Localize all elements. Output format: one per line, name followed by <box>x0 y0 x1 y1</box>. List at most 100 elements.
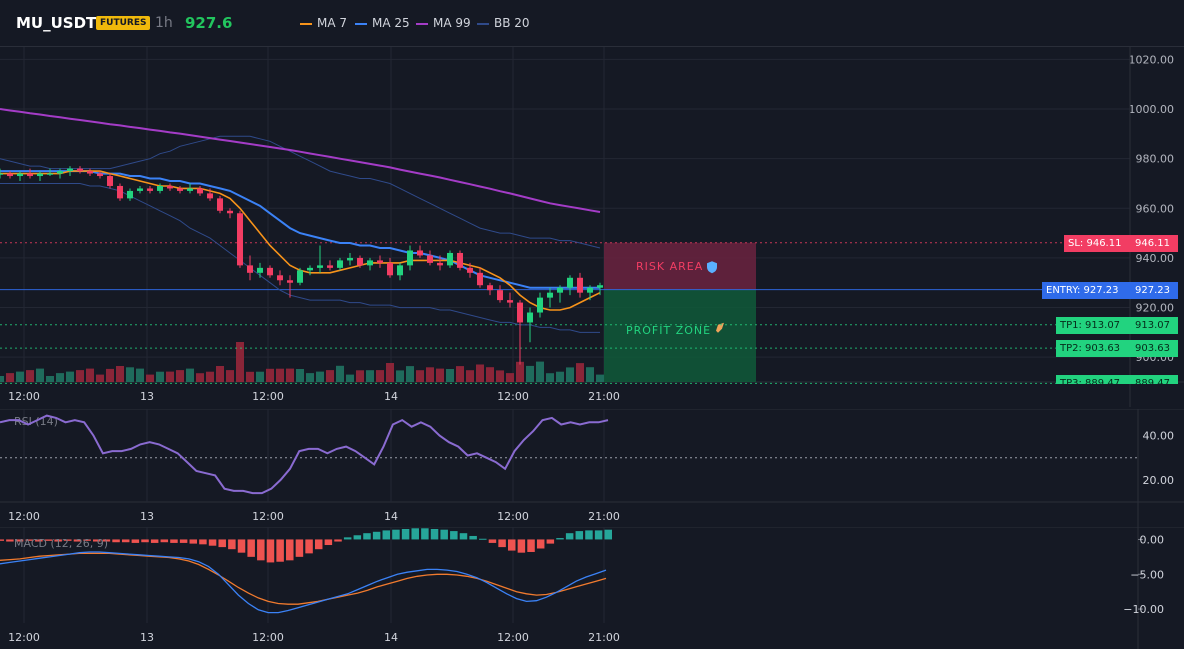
time-label: 14 <box>384 510 398 523</box>
candle-body <box>337 260 343 268</box>
candle-body <box>117 185 123 199</box>
volume-bar <box>466 370 474 382</box>
candle-body <box>197 188 203 194</box>
level-tag-label[interactable]: TP3: 889.47 <box>1056 375 1134 385</box>
candle-body <box>297 270 303 283</box>
volume-bar <box>506 373 514 382</box>
macd-histogram-bar <box>450 531 458 540</box>
macd-title: MACD (12, 26, 9) <box>14 537 108 550</box>
time-label: 21:00 <box>588 510 620 523</box>
volume-bar <box>146 374 154 382</box>
volume-bar <box>6 373 14 382</box>
candle-body <box>127 190 133 199</box>
level-tag-value: 913.07 <box>1131 316 1178 334</box>
macd-histogram-bar <box>314 539 323 550</box>
volume-bar <box>156 371 164 382</box>
macd-histogram-bar <box>121 539 130 543</box>
macd-histogram-bar <box>556 538 564 540</box>
candle-body <box>427 255 433 263</box>
level-tag-label[interactable]: ENTRY: 927.23 <box>1042 281 1134 299</box>
macd-histogram-bar <box>536 539 545 549</box>
macd-histogram-bar <box>440 529 448 540</box>
macd-tick-label: −5.00 <box>1130 568 1164 581</box>
candle-body <box>137 188 143 191</box>
legend-ma25[interactable]: MA 25 <box>355 16 410 30</box>
level-tag-label[interactable]: TP1: 913.07 <box>1056 316 1134 334</box>
volume-bar <box>426 367 434 382</box>
symbol-title[interactable]: MU_USDT <box>16 14 97 32</box>
candle-body <box>477 272 483 286</box>
macd-histogram-bar <box>179 539 188 543</box>
legend-bb20[interactable]: BB 20 <box>477 16 530 30</box>
macd-histogram-bar <box>25 539 33 541</box>
macd-histogram-bar <box>594 530 603 540</box>
volume-bar <box>166 371 174 382</box>
level-tag-value: 927.23 <box>1131 281 1178 299</box>
level-tag-label[interactable]: TP2: 903.63 <box>1056 340 1134 358</box>
volume-bar <box>0 376 4 382</box>
level-tag-label[interactable]: SL: 946.11 <box>1064 234 1134 252</box>
candle-body <box>67 168 73 172</box>
legend-bb20-label: BB 20 <box>494 16 530 30</box>
legend-ma99[interactable]: MA 99 <box>416 16 471 30</box>
candle-body <box>77 168 83 172</box>
volume-bar <box>316 371 324 382</box>
shield-icon <box>707 261 717 274</box>
y-tick-label: 980.00 <box>1136 153 1175 166</box>
candle-body <box>167 185 173 189</box>
candle-body <box>437 262 443 266</box>
rsi-tick-label: 40.00 <box>1143 430 1175 443</box>
macd-histogram-bar <box>334 539 342 542</box>
candle-body <box>257 267 263 273</box>
timeframe-label[interactable]: 1h <box>155 15 173 31</box>
candle-body <box>577 277 583 293</box>
volume-bar <box>56 373 64 382</box>
volume-bar <box>276 368 284 382</box>
volume-bar <box>76 370 84 382</box>
macd-histogram-bar <box>498 539 506 548</box>
candle-body <box>247 265 253 273</box>
macd-histogram-bar <box>276 539 284 562</box>
volume-bar <box>406 366 414 382</box>
price-chart[interactable]: 1020.00 1000.00 980.00 960.00 940.00 920.00 90… <box>0 47 1184 407</box>
volume-bar <box>536 361 544 382</box>
candle-body <box>47 173 53 175</box>
volume-bar <box>516 361 524 382</box>
candle-body <box>497 290 503 301</box>
candle-body <box>107 176 113 186</box>
risk-zone-label: RISK AREA <box>636 260 703 273</box>
level-tag-value: 903.63 <box>1131 340 1178 358</box>
macd-histogram-bar <box>266 539 275 563</box>
time-label: 12:00 <box>252 390 284 403</box>
legend-ma7[interactable]: MA 7 <box>300 16 347 30</box>
volume-bar <box>376 370 384 382</box>
volume-bar <box>386 363 394 382</box>
volume-bar <box>496 370 504 382</box>
volume-bar <box>66 371 74 382</box>
y-tick-label: 920.00 <box>1136 302 1175 315</box>
volume-bar <box>46 376 54 382</box>
macd-signal-line <box>0 552 607 605</box>
macd-histogram-bar <box>189 539 198 544</box>
macd-histogram-bar <box>208 539 217 546</box>
volume-bar <box>286 368 294 382</box>
volume-bar <box>546 373 554 382</box>
y-tick-label: 940.00 <box>1136 252 1175 265</box>
macd-panel[interactable]: 0.00 −5.00 −10.00 MACD (12, 26, 9) 12:00 13 12… <box>0 527 1184 649</box>
macd-histogram-bar <box>54 539 62 542</box>
time-label: 12:00 <box>497 631 529 644</box>
macd-histogram-bar <box>421 528 429 540</box>
candle-body <box>487 285 493 291</box>
rsi-tick-label: 20.00 <box>1143 474 1175 487</box>
candle-body <box>397 265 403 276</box>
macd-tick-label: −10.00 <box>1123 603 1164 616</box>
candle-body <box>187 188 193 191</box>
candle-body <box>367 260 373 266</box>
candle-body <box>207 193 213 199</box>
volume-bar <box>236 342 244 382</box>
macd-histogram-bar <box>112 539 120 543</box>
macd-histogram-bar <box>199 539 207 545</box>
candle-body <box>567 277 573 288</box>
legend-ma25-label: MA 25 <box>372 16 410 30</box>
